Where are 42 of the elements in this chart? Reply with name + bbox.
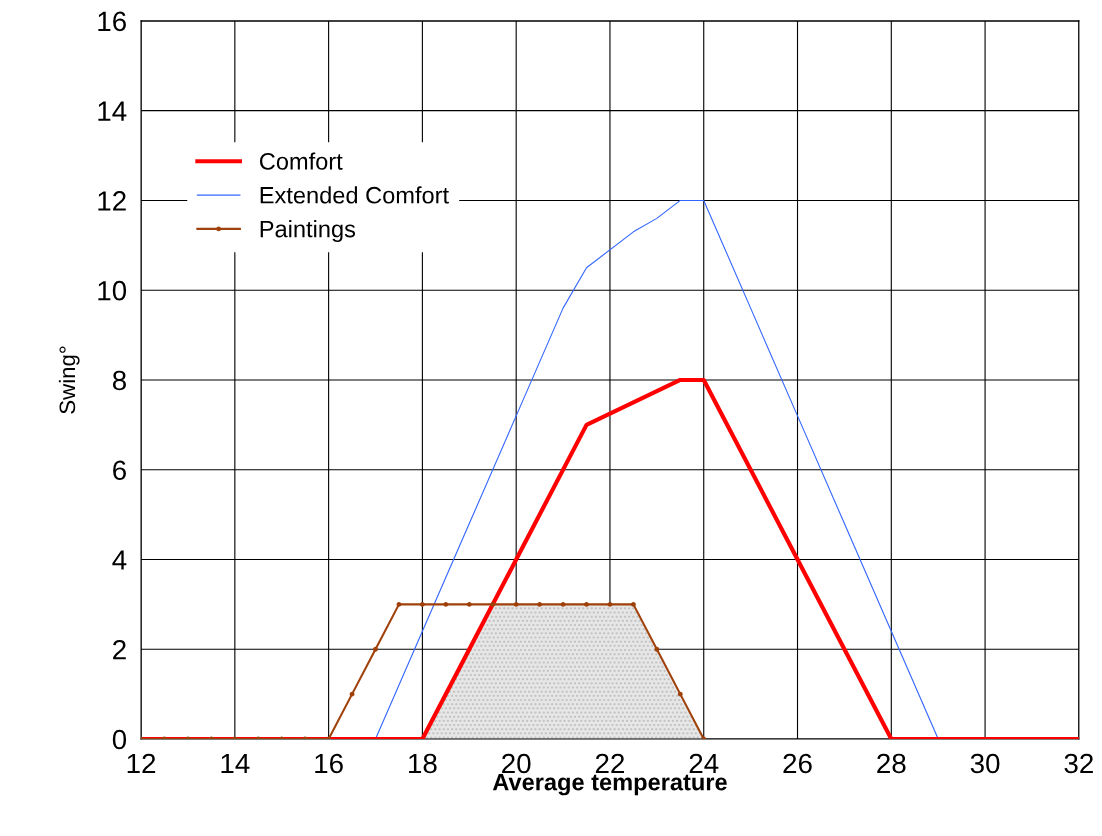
y-tick-label: 10 [98,280,127,301]
x-tick-label: 32 [1064,753,1093,774]
point [607,601,613,607]
x-tick-label: 24 [689,753,719,774]
x-tick-label: 14 [221,753,250,774]
y-tick-label: 16 [98,11,126,32]
point [654,646,660,652]
y-tick-label: 4 [112,550,127,570]
legend-label: Comfort [259,152,343,170]
x-tick-label: 20 [502,753,531,774]
point [443,601,449,607]
y-tick-label: 2 [113,639,126,660]
point [349,691,355,697]
point [466,601,472,607]
x-tick-label: 26 [783,753,812,774]
line-series [141,601,707,740]
x-tick-label: 22 [595,753,625,774]
y-axis-title: Swing° [58,346,80,414]
x-axis-title: Average temperature [492,774,727,796]
y-tick-label: 12 [98,191,126,211]
point [396,601,402,607]
point [584,601,589,607]
x-tick-label: 16 [315,753,343,774]
x-tick-label: 12 [127,753,156,774]
x-tick-label: 18 [409,753,437,774]
x-tick-label: 28 [877,753,906,774]
point [490,601,496,607]
legend-label: Paintings [260,220,356,243]
point [419,601,425,607]
y-tick-label: 6 [113,460,126,481]
point [630,601,636,607]
point [560,601,566,607]
x-tick-label: 30 [970,753,1000,774]
point [701,736,707,740]
point [677,691,683,697]
y-tick-label: 0 [112,729,127,750]
point [513,601,519,607]
y-tick-label: 8 [112,370,126,391]
point [373,646,378,652]
y-tick-label: 14 [98,101,127,121]
legend-label: Extended Comfort [260,186,449,204]
point [537,601,543,607]
